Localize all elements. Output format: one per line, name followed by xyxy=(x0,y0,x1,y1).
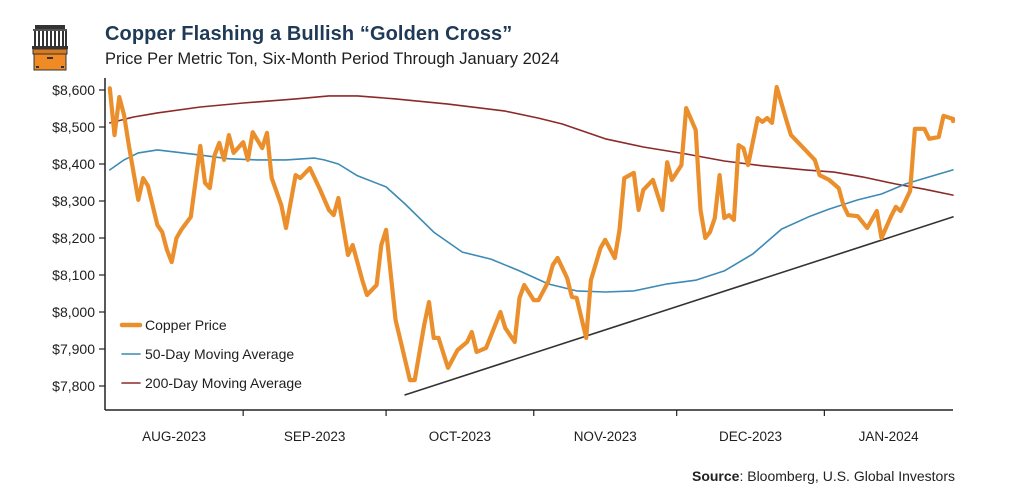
series-copper-price xyxy=(107,84,956,383)
source-note: Source: Bloomberg, U.S. Global Investors xyxy=(692,468,955,484)
chart-subtitle: Price Per Metric Ton, Six-Month Period T… xyxy=(105,50,560,68)
chart-title: Copper Flashing a Bullish “Golden Cross” xyxy=(105,23,513,45)
legend-item: 50-Day Moving Average xyxy=(121,346,294,362)
x-tick-label: OCT-2023 xyxy=(429,429,491,444)
y-tick-label: $8,000 xyxy=(52,304,95,320)
x-tick-label: NOV-2023 xyxy=(574,429,637,444)
x-tick-label: JAN-2024 xyxy=(859,429,920,444)
legend-item: 200-Day Moving Average xyxy=(121,375,302,391)
series-50-day-moving-average xyxy=(109,149,954,293)
y-tick-label: $8,500 xyxy=(52,119,95,135)
y-tick-label: $8,300 xyxy=(52,193,95,209)
source-text: : Bloomberg, U.S. Global Investors xyxy=(739,468,955,484)
y-axis: $7,800 $7,900 $8,000 $8,100 $8,200 $8,300 $8,4… xyxy=(52,78,106,410)
x-tick-label: AUG-2023 xyxy=(142,429,206,444)
y-tick-label: $8,400 xyxy=(52,156,95,172)
y-tick-label: $8,600 xyxy=(52,82,95,98)
series-200-day-moving-average xyxy=(109,95,954,196)
y-tick-label: $8,100 xyxy=(52,267,95,283)
legend-label: 50-Day Moving Average xyxy=(145,346,294,362)
legend-label: Copper Price xyxy=(145,317,227,333)
y-tick-label: $7,800 xyxy=(52,378,95,394)
x-tick-label: DEC-2023 xyxy=(719,429,782,444)
source-label: Source xyxy=(691,468,740,484)
trendline xyxy=(404,216,954,396)
x-tick-label: SEP-2023 xyxy=(284,429,346,444)
x-axis: AUG-2023 SEP-2023 OCT-2023 NOV-2023 DEC-2023… xyxy=(105,409,953,444)
y-tick-label: $7,900 xyxy=(52,341,95,357)
legend: Copper Price 50-Day Moving Average 200-Day… xyxy=(119,317,302,391)
y-tick-label: $8,200 xyxy=(52,230,95,246)
legend-label: 200-Day Moving Average xyxy=(145,375,302,391)
series-layer xyxy=(107,84,956,396)
legend-item: Copper Price xyxy=(119,317,227,333)
bank-building-icon xyxy=(32,25,68,71)
